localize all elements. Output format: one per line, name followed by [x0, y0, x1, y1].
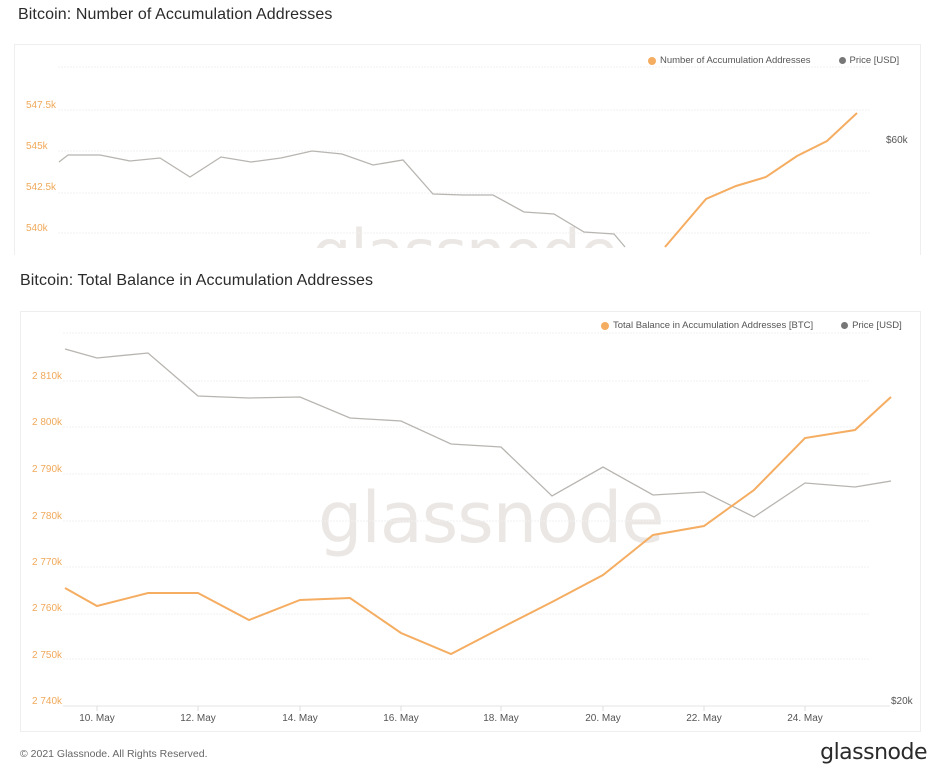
glassnode-logo: glassnode [820, 740, 927, 765]
bottom-xtick: 12. May [180, 713, 216, 724]
grey-dot-icon [841, 322, 849, 329]
bottom-ytick: 2 780k [32, 511, 63, 522]
legend-label: Total Balance in Accumulation Addresses … [613, 320, 814, 331]
top-ytick: 545k [26, 141, 48, 152]
bottom-ytick: 2 790k [32, 464, 63, 475]
legend-item-price[interactable]: Price [USD] [841, 320, 902, 331]
top-chart-legend: Number of Accumulation Addresses Price [… [648, 55, 899, 66]
orange-dot-icon [648, 56, 656, 65]
bottom-ytick: 2 750k [32, 650, 63, 661]
top-ytick: 540k [26, 223, 48, 234]
top-accumulation-line [664, 112, 858, 248]
bottom-xtick: 16. May [383, 713, 419, 724]
bottom-ytick: 2 810k [32, 371, 63, 382]
bottom-xtick: 22. May [686, 713, 722, 724]
bottom-ytick: 2 760k [32, 603, 63, 614]
bottom-right-tick: $20k [891, 696, 913, 707]
bottom-total-balance-line [64, 396, 892, 656]
bottom-xtick: 14. May [282, 713, 318, 724]
bottom-chart-title: Bitcoin: Total Balance in Accumulation A… [20, 272, 374, 289]
legend-label: Price [USD] [849, 55, 900, 66]
bottom-xtick: 18. May [483, 713, 519, 724]
top-ytick: 547.5k [26, 100, 57, 111]
orange-dot-icon [601, 321, 609, 330]
legend-label: Number of Accumulation Addresses [660, 55, 811, 66]
copyright-text: © 2021 Glassnode. All Rights Reserved. [20, 748, 208, 760]
bottom-ytick: 2 740k [32, 696, 63, 707]
bottom-xtick: 10. May [79, 713, 115, 724]
top-ytick: 542.5k [26, 182, 57, 193]
bottom-chart-legend: Total Balance in Accumulation Addresses … [601, 320, 902, 331]
legend-item-accumulation-addresses[interactable]: Number of Accumulation Addresses [648, 55, 811, 66]
legend-label: Price [USD] [852, 320, 902, 331]
top-price-line [58, 150, 626, 248]
top-chart-title: Bitcoin: Number of Accumulation Addresse… [18, 6, 333, 23]
top-right-tick: $60k [886, 135, 908, 146]
bottom-ytick: 2 770k [32, 557, 63, 568]
legend-item-total-balance[interactable]: Total Balance in Accumulation Addresses … [601, 320, 813, 331]
bottom-xtick: 24. May [787, 713, 823, 724]
bottom-xtick: 20. May [585, 713, 621, 724]
top-chart-panel [14, 44, 921, 255]
legend-item-price[interactable]: Price [USD] [838, 55, 900, 66]
top-chart-plot [58, 66, 870, 248]
bottom-price-line [64, 348, 892, 518]
bottom-chart-panel [20, 311, 921, 732]
bottom-ytick: 2 800k [32, 417, 63, 428]
grey-dot-icon [838, 57, 846, 64]
